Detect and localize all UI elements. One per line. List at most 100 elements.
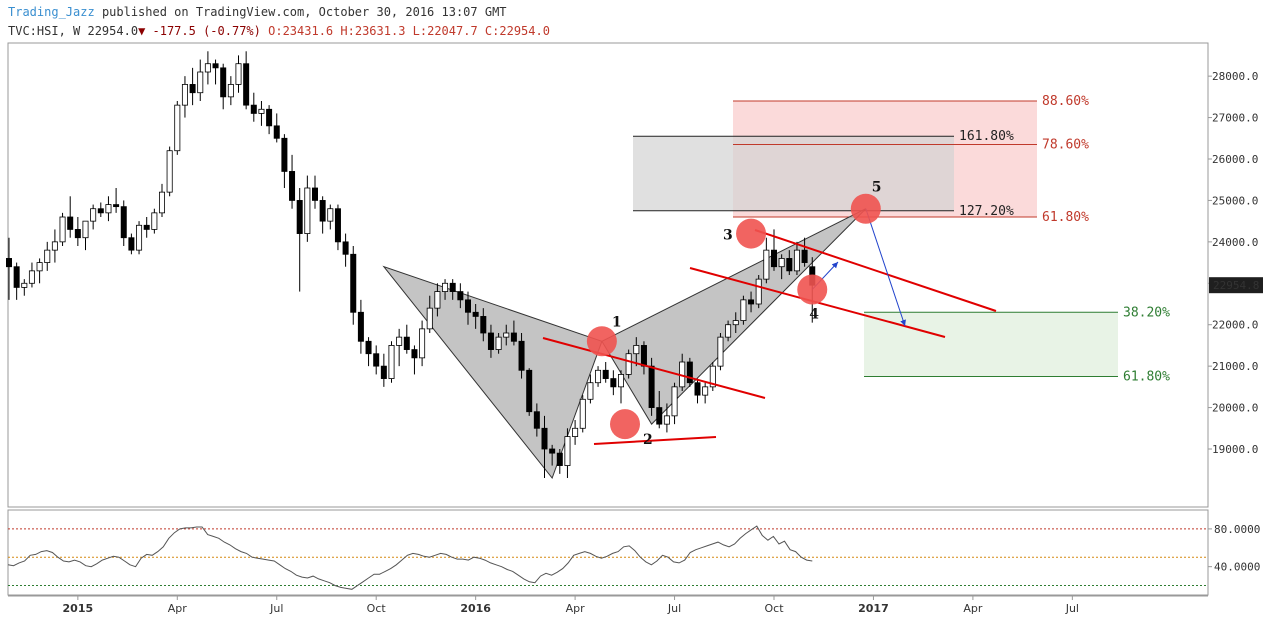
candle-body <box>793 249 800 272</box>
candle-body <box>44 249 51 263</box>
fib-label-grey-1: 127.20% <box>959 204 1014 219</box>
candle-body <box>434 291 441 309</box>
author-link[interactable]: Trading_Jazz <box>8 5 95 19</box>
projection-arrow-down <box>865 208 906 327</box>
candle-body <box>342 241 349 255</box>
trendline-bc-lower <box>593 436 717 445</box>
x-tick-label: 2016 <box>460 602 491 615</box>
osc-y-tick-label: 80.0000 <box>1214 523 1260 536</box>
candle-body <box>365 340 372 355</box>
fib-label-grey-0: 161.80% <box>959 129 1014 144</box>
last-price-tag <box>1209 277 1263 294</box>
candle-body <box>235 63 242 85</box>
candle-body <box>388 345 395 379</box>
osc-y-tick-label: 40.0000 <box>1214 561 1260 574</box>
candle-body <box>480 316 487 334</box>
x-tick-label: Apr <box>566 602 586 615</box>
pivot-label-1: 1 <box>612 314 622 330</box>
y-tick-label: 19000.0 <box>1212 443 1258 456</box>
candle-body <box>166 150 173 193</box>
candle-body <box>82 220 89 239</box>
candle-body <box>472 311 479 317</box>
candle-body <box>778 258 785 268</box>
candle-body <box>289 171 296 201</box>
candle-body <box>419 328 426 359</box>
candle-body <box>380 365 387 379</box>
candle-body <box>396 336 403 346</box>
candle-body <box>204 63 211 73</box>
candle-body <box>717 336 724 367</box>
candle-body <box>549 448 556 454</box>
candle-body <box>120 206 127 239</box>
x-tick-label: Apr <box>168 602 188 615</box>
low-value: L:22047.7 <box>412 24 478 38</box>
candle-body <box>602 369 609 379</box>
candle-body <box>694 382 701 396</box>
last-price: 22954.0 <box>87 24 139 38</box>
candle-body <box>220 67 227 98</box>
y-tick-label: 22000.0 <box>1212 319 1258 332</box>
candle-body <box>587 382 594 400</box>
candle-body <box>158 191 165 214</box>
pivot-marker-3 <box>736 218 767 249</box>
fib-zone-target <box>864 312 1118 377</box>
candle-body <box>610 378 617 388</box>
candle-body <box>702 386 709 396</box>
trendline-channel-upper <box>754 229 997 312</box>
pattern-leg-bcd <box>601 208 867 425</box>
fib-zone-extension <box>633 136 954 211</box>
pivot-label-5: 5 <box>872 180 882 196</box>
candle-body <box>426 307 433 330</box>
x-tick-label: Jul <box>667 602 681 615</box>
x-tick-label: Apr <box>963 602 983 615</box>
candle-body <box>518 340 525 371</box>
x-tick-label: Oct <box>367 602 387 615</box>
pattern-leg-xab <box>382 265 603 480</box>
candle-body <box>13 266 20 288</box>
fib-label-green-0: 38.20% <box>1123 305 1170 320</box>
pivot-marker-4 <box>797 274 828 305</box>
candle-body <box>128 237 135 251</box>
candle-body <box>97 208 104 214</box>
candle-body <box>189 84 196 94</box>
y-tick-label: 24000.0 <box>1212 236 1258 249</box>
x-tick-label: Oct <box>764 602 784 615</box>
y-tick-label: 27000.0 <box>1212 112 1258 125</box>
candle-body <box>105 204 112 214</box>
ohlc-line: TVC:HSI, W 22954.0▼ -177.5 (-0.77%) O:23… <box>8 24 550 38</box>
y-tick-label: 20000.0 <box>1212 402 1258 415</box>
candle-body <box>495 336 502 350</box>
candle-body <box>556 452 563 466</box>
candle-body <box>21 282 28 288</box>
candle-body <box>541 427 548 450</box>
candle-body <box>273 125 280 139</box>
candle-body <box>197 71 204 94</box>
pivot-marker-2 <box>610 409 640 440</box>
candle-body <box>595 369 602 384</box>
candle-body <box>411 349 418 359</box>
publish-line: Trading_Jazz published on TradingView.co… <box>8 5 507 19</box>
candle-body <box>136 224 143 251</box>
candle-body <box>243 63 250 106</box>
candle-body <box>656 407 663 425</box>
candle-body <box>59 216 66 243</box>
fib-label-pink-1: 78.60% <box>1042 138 1089 153</box>
candle-body <box>510 332 517 342</box>
candle-body <box>457 291 464 301</box>
candle-body <box>350 253 357 313</box>
candle-body <box>618 374 625 388</box>
candle-body <box>487 332 494 350</box>
candle-body <box>579 398 586 429</box>
candle-body <box>771 249 778 268</box>
candle-body <box>572 427 579 437</box>
candle-body <box>51 241 58 251</box>
open-value: O:23431.6 <box>268 24 334 38</box>
candle-body <box>227 84 234 98</box>
x-tick-label: Jul <box>1065 602 1079 615</box>
candle-body <box>143 224 150 230</box>
candle-body <box>174 104 181 152</box>
high-value: H:23631.3 <box>340 24 406 38</box>
candle-body <box>686 361 693 384</box>
y-tick-label: 21000.0 <box>1212 360 1258 373</box>
